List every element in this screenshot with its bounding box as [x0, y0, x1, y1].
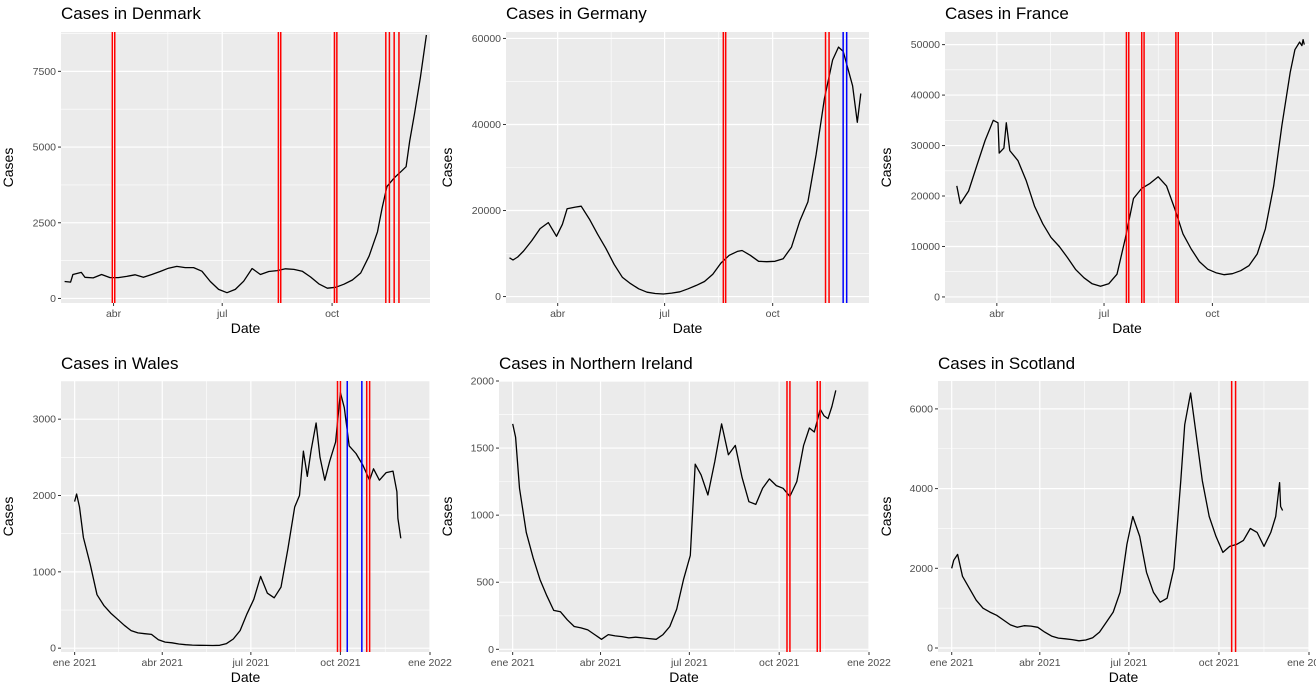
- x-tick-label: ene 2021: [53, 657, 97, 669]
- x-tick-label: jul 2021: [1109, 657, 1147, 669]
- chart-scotland: 0 2000 4000 6000 ene 2021 abr 2021 jul 2021 oct…: [878, 381, 1316, 685]
- y-tick-label: 20000: [472, 205, 501, 217]
- y-axis-title: Cases: [439, 148, 455, 188]
- x-tick-label: oct 2021: [759, 657, 799, 669]
- y-axis-title: Cases: [0, 497, 16, 537]
- series-line: [512, 390, 837, 640]
- y-tick-label: 1500: [471, 443, 495, 455]
- x-tick-label: oct 2021: [1199, 657, 1239, 669]
- x-tick-label: jul 2021: [670, 657, 708, 669]
- y-tick-label: 0: [488, 644, 494, 656]
- y-tick-label: 0: [927, 643, 933, 655]
- y-tick-label: 0: [50, 643, 56, 655]
- y-axis-title: Cases: [878, 497, 894, 537]
- x-tick-label: abr: [550, 308, 566, 320]
- x-tick-label: ene 2022: [1287, 657, 1316, 669]
- chart-germany: 0 20000 40000 60000 abr jul oct Date Cases: [439, 32, 869, 336]
- chart-panel-northern-ireland: Cases in Northern Ireland 0 500 1000 1500 20…: [439, 350, 891, 699]
- chart-northern-ireland: 0 500 1000 1500 2000 ene 2021 abr 2021 jul 2021…: [439, 376, 891, 686]
- chart-title: Cases in France: [945, 4, 1069, 23]
- plot-background: [938, 381, 1309, 652]
- x-axis-title: Date: [231, 320, 261, 336]
- y-tick-label: 10000: [911, 241, 940, 253]
- x-tick-label: oct 2021: [320, 657, 360, 669]
- plot-background: [61, 381, 430, 652]
- chart-title: Cases in Northern Ireland: [499, 354, 693, 373]
- chart-panel-germany: Cases in Germany 0 20000 40000 60000 abr jul o…: [439, 0, 878, 349]
- x-tick-label: ene 2021: [930, 657, 974, 669]
- y-tick-label: 1000: [33, 566, 57, 578]
- x-axis-title: Date: [673, 320, 703, 336]
- y-axis-title: Cases: [439, 497, 455, 537]
- x-tick-label: abr: [106, 308, 122, 320]
- y-tick-label: 500: [476, 577, 494, 589]
- y-tick-label: 7500: [33, 66, 57, 78]
- series-line: [951, 392, 1284, 642]
- y-tick-label: 1000: [471, 510, 495, 522]
- chart-panel-france: Cases in France 0 10000 20000 30000 40000 500…: [878, 0, 1316, 349]
- chart-france: 0 10000 20000 30000 40000 50000 abr jul oct Date C…: [878, 32, 1309, 336]
- chart-title: Cases in Wales: [61, 354, 179, 373]
- x-tick-label: jul: [216, 308, 228, 320]
- chart-panel-wales: Cases in Wales 0 1000 2000 3000 ene 2021 abr …: [0, 350, 452, 699]
- gridlines: [938, 381, 1310, 652]
- y-tick-label: 3000: [33, 414, 57, 426]
- y-tick-label: 20000: [911, 191, 940, 203]
- y-tick-label: 4000: [910, 483, 934, 495]
- x-axis-title: Date: [231, 669, 261, 685]
- gridlines: [499, 380, 870, 652]
- y-tick-label: 60000: [472, 33, 501, 45]
- y-tick-label: 50000: [911, 39, 940, 51]
- x-tick-label: abr 2021: [142, 657, 184, 669]
- y-tick-label: 2500: [33, 217, 57, 229]
- y-tick-label: 30000: [911, 140, 940, 152]
- x-tick-label: ene 2022: [408, 657, 452, 669]
- y-tick-label: 0: [50, 293, 56, 305]
- x-tick-label: ene 2021: [491, 657, 535, 669]
- chart-panel-scotland: Cases in Scotland 0 2000 4000 6000 ene 2021 a…: [878, 350, 1316, 699]
- x-axis-title: Date: [669, 669, 699, 685]
- x-tick-label: abr 2021: [1019, 657, 1061, 669]
- x-tick-label: jul 2021: [231, 657, 269, 669]
- chart-title: Cases in Scotland: [938, 354, 1076, 373]
- y-tick-label: 2000: [33, 490, 57, 502]
- x-tick-label: jul: [1098, 308, 1110, 320]
- chart-title: Cases in Denmark: [61, 4, 201, 23]
- x-tick-label: ene 2022: [847, 657, 891, 669]
- plot-background: [61, 32, 430, 303]
- y-axis-title: Cases: [0, 148, 16, 188]
- chart-panel-denmark: Cases in Denmark 0 2500 5000 7500 abr jul oct D…: [0, 0, 439, 349]
- chart-denmark: 0 2500 5000 7500 abr jul oct Date Cases: [0, 32, 430, 336]
- series-line: [64, 34, 428, 294]
- x-tick-label: jul: [658, 308, 670, 320]
- x-axis-title: Date: [1109, 669, 1139, 685]
- x-tick-label: oct: [1205, 308, 1219, 320]
- y-tick-label: 40000: [911, 90, 940, 102]
- x-tick-label: oct: [766, 308, 780, 320]
- x-tick-label: oct: [325, 308, 339, 320]
- x-tick-label: abr 2021: [580, 657, 622, 669]
- y-tick-label: 5000: [33, 142, 57, 154]
- series-line: [509, 46, 862, 295]
- chart-wales: 0 1000 2000 3000 ene 2021 abr 2021 jul 2021 oct…: [0, 380, 452, 685]
- y-axis-title: Cases: [878, 148, 894, 188]
- y-tick-label: 0: [495, 291, 501, 303]
- y-tick-label: 2000: [471, 376, 495, 388]
- y-tick-label: 0: [934, 291, 940, 303]
- y-tick-label: 40000: [472, 119, 501, 131]
- series-line: [73, 391, 402, 647]
- gridlines: [506, 32, 869, 303]
- plot-background: [499, 381, 869, 652]
- chart-title: Cases in Germany: [506, 4, 647, 23]
- y-tick-label: 6000: [910, 403, 934, 415]
- y-tick-label: 2000: [910, 563, 934, 575]
- x-tick-label: abr: [989, 308, 1005, 320]
- x-axis-title: Date: [1112, 320, 1142, 336]
